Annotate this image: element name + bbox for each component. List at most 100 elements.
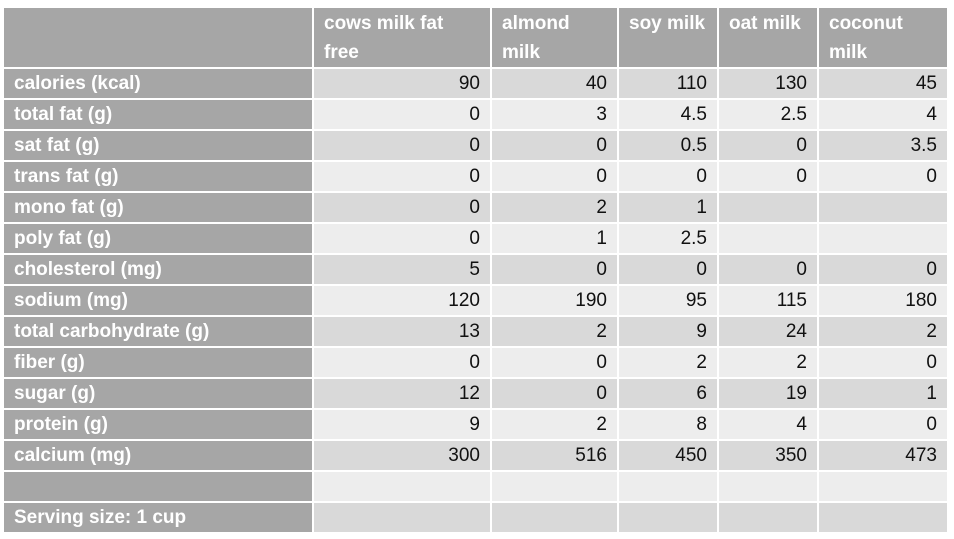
table-cell: 3	[492, 100, 617, 129]
row-label: protein (g)	[4, 410, 312, 439]
row-label: trans fat (g)	[4, 162, 312, 191]
row-label: calcium (mg)	[4, 441, 312, 470]
table-cell: 45	[819, 69, 947, 98]
table-cell: 1	[619, 193, 717, 222]
table-cell	[719, 472, 817, 501]
table-row: cholesterol (mg) 5 0 0 0 0	[4, 255, 947, 284]
row-label: Serving size: 1 cup	[4, 503, 312, 532]
table-cell	[619, 503, 717, 532]
row-label: calories (kcal)	[4, 69, 312, 98]
table-cell: 0	[492, 379, 617, 408]
table-cell: 2	[619, 348, 717, 377]
table-cell: 4	[719, 410, 817, 439]
row-label: mono fat (g)	[4, 193, 312, 222]
table-cell: 0	[492, 348, 617, 377]
table-cell: 516	[492, 441, 617, 470]
table-row: calories (kcal) 90 40 110 130 45	[4, 69, 947, 98]
table-row: protein (g) 9 2 8 4 0	[4, 410, 947, 439]
table-row: mono fat (g) 0 2 1	[4, 193, 947, 222]
table-cell: 3.5	[819, 131, 947, 160]
table-cell	[819, 503, 947, 532]
table-cell	[314, 503, 490, 532]
table-cell	[719, 503, 817, 532]
column-header-cows-milk: cows milk fat free	[314, 8, 490, 67]
table-cell: 450	[619, 441, 717, 470]
column-header-coconut-milk: coconut milk	[819, 8, 947, 67]
table-cell: 350	[719, 441, 817, 470]
table-cell: 4	[819, 100, 947, 129]
row-label: fiber (g)	[4, 348, 312, 377]
table-cell	[819, 193, 947, 222]
table-cell: 2	[492, 317, 617, 346]
table-cell: 0	[819, 410, 947, 439]
table-cell: 0	[719, 162, 817, 191]
table-cell: 0	[492, 255, 617, 284]
table-cell: 2	[492, 410, 617, 439]
table-cell: 115	[719, 286, 817, 315]
table-row: calcium (mg) 300 516 450 350 473	[4, 441, 947, 470]
table-cell: 9	[314, 410, 490, 439]
table-cell: 0	[314, 348, 490, 377]
table-cell: 2	[719, 348, 817, 377]
table-cell: 0	[819, 162, 947, 191]
table-cell: 2.5	[619, 224, 717, 253]
table-cell: 120	[314, 286, 490, 315]
table-cell	[719, 224, 817, 253]
table-row: trans fat (g) 0 0 0 0 0	[4, 162, 947, 191]
table-cell: 95	[619, 286, 717, 315]
table-cell: 8	[619, 410, 717, 439]
header-row: cows milk fat free almond milk soy milk …	[4, 8, 947, 67]
table-cell: 0	[819, 255, 947, 284]
table-body: calories (kcal) 90 40 110 130 45 total fat (g)…	[4, 69, 947, 532]
table-cell: 130	[719, 69, 817, 98]
corner-cell	[4, 8, 312, 67]
table-row: sugar (g) 12 0 6 19 1	[4, 379, 947, 408]
row-label: cholesterol (mg)	[4, 255, 312, 284]
table-cell: 0	[314, 162, 490, 191]
row-label: poly fat (g)	[4, 224, 312, 253]
table-cell: 1	[819, 379, 947, 408]
table-row: total fat (g) 0 3 4.5 2.5 4	[4, 100, 947, 129]
row-label: sugar (g)	[4, 379, 312, 408]
table-cell	[819, 472, 947, 501]
table-cell	[819, 224, 947, 253]
row-label: total carbohydrate (g)	[4, 317, 312, 346]
table-cell	[492, 472, 617, 501]
table-cell: 0	[719, 255, 817, 284]
table-cell: 90	[314, 69, 490, 98]
table-row: total carbohydrate (g) 13 2 9 24 2	[4, 317, 947, 346]
column-header-soy-milk: soy milk	[619, 8, 717, 67]
table-cell: 0	[619, 162, 717, 191]
table-cell: 2.5	[719, 100, 817, 129]
table-cell: 0	[492, 162, 617, 191]
row-label	[4, 472, 312, 501]
table-cell: 13	[314, 317, 490, 346]
table-cell: 4.5	[619, 100, 717, 129]
table-cell: 0	[314, 224, 490, 253]
table-cell: 190	[492, 286, 617, 315]
table-row	[4, 472, 947, 501]
table-cell: 0	[819, 348, 947, 377]
table-cell	[492, 503, 617, 532]
table-row: fiber (g) 0 0 2 2 0	[4, 348, 947, 377]
table-cell: 19	[719, 379, 817, 408]
table-row: sat fat (g) 0 0 0.5 0 3.5	[4, 131, 947, 160]
table-cell: 0	[619, 255, 717, 284]
table-cell: 2	[492, 193, 617, 222]
table-cell: 0	[314, 100, 490, 129]
table-cell: 1	[492, 224, 617, 253]
table-cell: 0	[314, 193, 490, 222]
table-row: Serving size: 1 cup	[4, 503, 947, 532]
table-cell: 9	[619, 317, 717, 346]
table-cell: 0	[719, 131, 817, 160]
table-cell: 0	[314, 131, 490, 160]
row-label: sat fat (g)	[4, 131, 312, 160]
table-cell	[719, 193, 817, 222]
table-cell: 12	[314, 379, 490, 408]
table-cell: 473	[819, 441, 947, 470]
table-cell: 2	[819, 317, 947, 346]
table-cell	[314, 472, 490, 501]
nutrition-table: cows milk fat free almond milk soy milk …	[2, 6, 949, 534]
table-cell: 0	[492, 131, 617, 160]
table-cell	[619, 472, 717, 501]
